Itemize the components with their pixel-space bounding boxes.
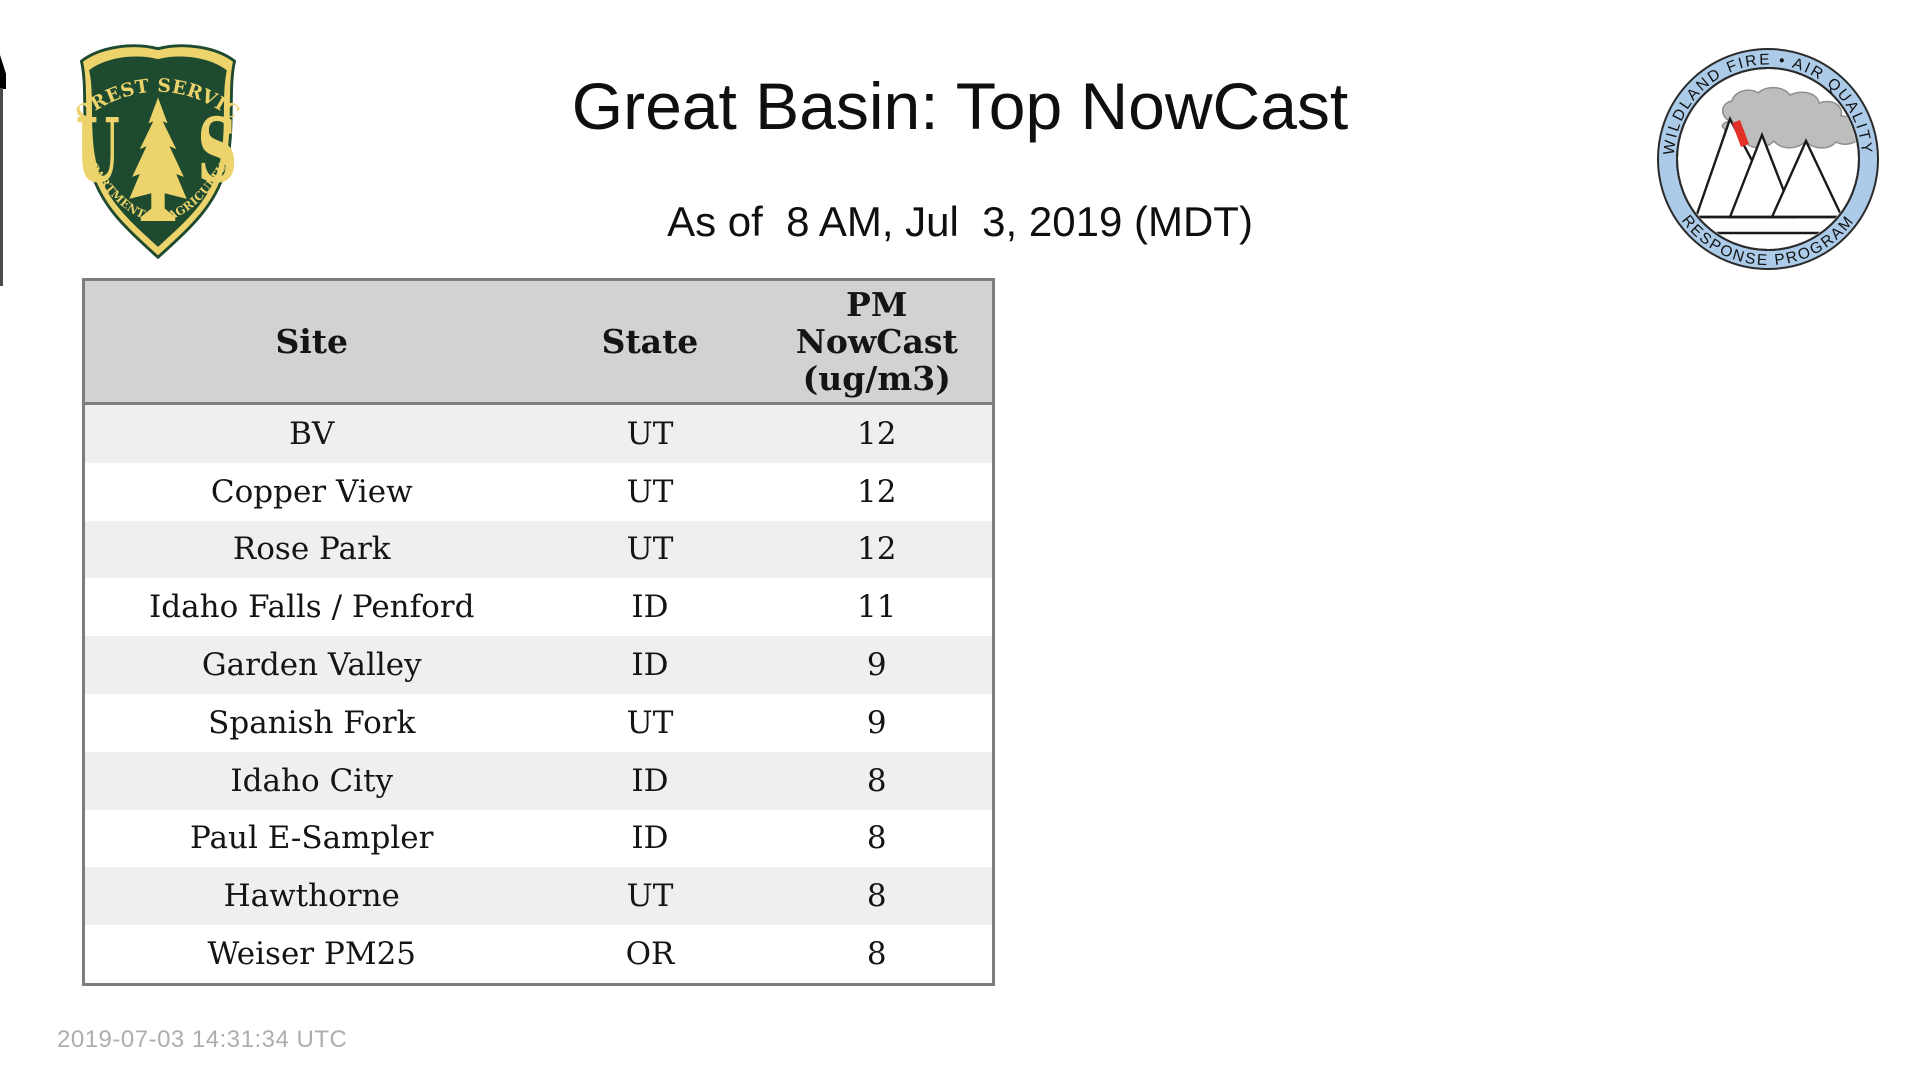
- cell-site: Rose Park: [232, 531, 391, 568]
- cell-site: Spanish Fork: [208, 704, 416, 741]
- table-row: Weiser PM25 OR 8: [83, 925, 994, 985]
- screen-edge-artifact-line: [0, 88, 3, 286]
- nowcast-table: Site State PM NowCast (ug/m3) BV UT 12 Copp…: [82, 278, 995, 986]
- page-subtitle: As of 8 AM, Jul 3, 2019 (MDT): [667, 198, 1253, 245]
- page-title: Great Basin: Top NowCast: [571, 69, 1349, 143]
- cell-value: 8: [866, 820, 887, 857]
- fs-monogram-s: S: [197, 99, 237, 203]
- table-row: Rose Park UT 12: [83, 520, 994, 579]
- cell-state: UT: [626, 878, 674, 915]
- cell-value: 8: [866, 936, 887, 973]
- col-header-pm-nowcast: PM NowCast (ug/m3): [761, 279, 994, 405]
- table-row: Paul E-Sampler ID 8: [83, 809, 994, 868]
- cell-site: Garden Valley: [201, 647, 422, 684]
- cell-state: ID: [631, 647, 669, 684]
- cell-state: UT: [626, 473, 674, 510]
- cell-state: UT: [626, 415, 674, 452]
- cell-value: 11: [856, 589, 897, 626]
- cell-site: Hawthorne: [223, 878, 400, 915]
- cell-site: Idaho City: [230, 762, 394, 799]
- col-header-state: State: [538, 279, 762, 405]
- cell-value: 8: [866, 762, 887, 799]
- table-row: Spanish Fork UT 9: [83, 693, 994, 752]
- cell-state: ID: [631, 589, 669, 626]
- cell-site: BV: [289, 415, 335, 452]
- cell-state: OR: [625, 936, 675, 973]
- pine-tree-icon: [129, 97, 187, 221]
- table-row: Hawthorne UT 8: [83, 867, 994, 926]
- fs-monogram-u: U: [76, 99, 120, 203]
- wfaqrp-logo-icon: WILDLAND FIRE • AIR QUALITY RESPONSE PRO…: [1657, 48, 1879, 270]
- cell-state: ID: [631, 820, 669, 857]
- cell-state: ID: [631, 762, 669, 799]
- badge-inner-rim: [1676, 67, 1860, 251]
- cell-site: Weiser PM25: [207, 936, 417, 973]
- cell-value: 8: [866, 878, 887, 915]
- table-header-row: Site State PM NowCast (ug/m3): [83, 279, 994, 405]
- cell-value: 9: [866, 647, 887, 684]
- cell-value: 9: [866, 704, 887, 741]
- cell-site: Idaho Falls / Penford: [149, 589, 475, 626]
- cell-value: 12: [856, 531, 897, 568]
- generated-timestamp: 2019-07-03 14:31:34 UTC: [57, 1026, 348, 1053]
- cell-value: 12: [856, 415, 897, 452]
- cell-value: 12: [856, 473, 897, 510]
- table-row: Copper View UT 12: [83, 462, 994, 521]
- cell-site: Copper View: [210, 473, 413, 510]
- col-header-site: Site: [83, 279, 539, 405]
- cell-site: Paul E-Sampler: [190, 820, 434, 857]
- table-row: Idaho Falls / Penford ID 11: [83, 578, 994, 637]
- cell-state: UT: [626, 704, 674, 741]
- cell-state: UT: [626, 531, 674, 568]
- table-body: BV UT 12 Copper View UT 12 Rose Park UT 12 Idaho …: [83, 403, 994, 985]
- table-row: BV UT 12: [83, 403, 994, 463]
- flame-icon: [1732, 120, 1749, 147]
- screen-edge-artifact: [0, 55, 6, 89]
- table-row: Garden Valley ID 9: [83, 636, 994, 694]
- table-row: Idaho City ID 8: [83, 751, 994, 810]
